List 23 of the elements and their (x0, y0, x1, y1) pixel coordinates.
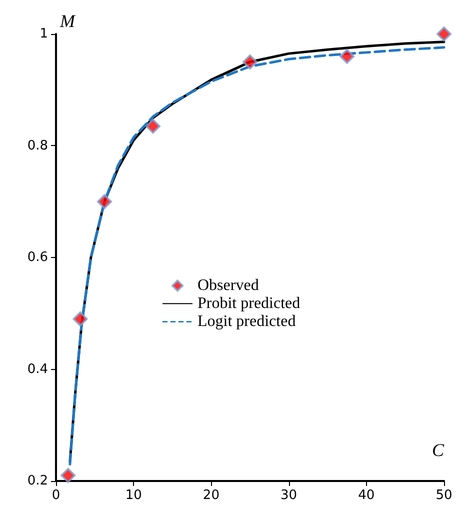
point (242, 54, 258, 70)
legend-label: Observed (198, 277, 259, 294)
point (436, 26, 452, 42)
point (340, 48, 354, 64)
x-tick-label: 10 (125, 488, 142, 503)
point (146, 118, 160, 134)
y-tick-label: 1 (40, 26, 48, 42)
y-tick-label: 0.2 (27, 474, 48, 488)
x-tick-label: 40 (358, 488, 375, 503)
x-axis-title: C (432, 440, 445, 460)
point (72, 311, 88, 326)
legend-label: Probit predicted (198, 295, 300, 312)
y-tick-label: 0.4 (27, 362, 48, 377)
x-tick-label: 50 (436, 488, 452, 503)
x-tick-label: 0 (52, 488, 60, 503)
y-axis-title: M (59, 11, 76, 31)
point (97, 194, 112, 210)
x-tick-label: 20 (202, 488, 220, 503)
x-tick-label: 30 (280, 488, 298, 503)
legend-label: Logit predicted (198, 313, 296, 330)
point (60, 468, 76, 483)
y-tick-label: 0.6 (27, 250, 48, 265)
y-tick-label: 0.8 (27, 138, 48, 154)
